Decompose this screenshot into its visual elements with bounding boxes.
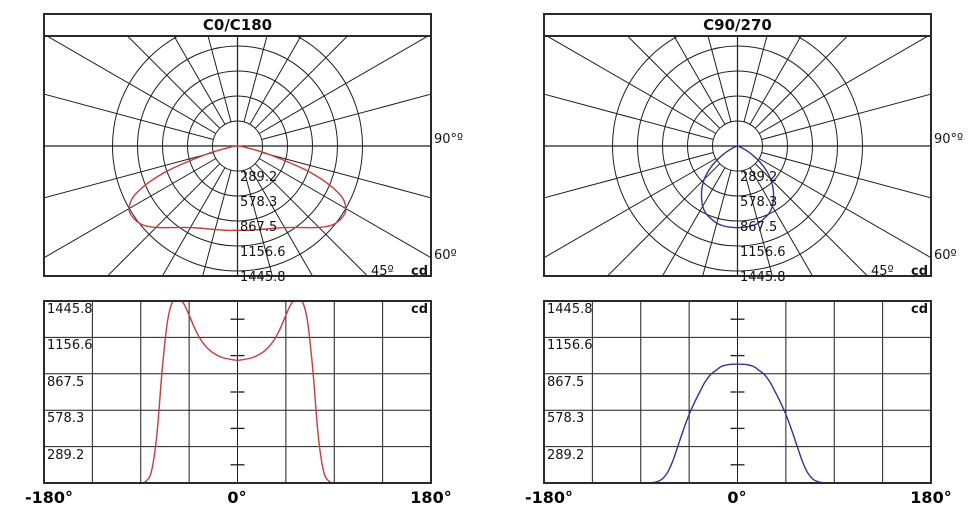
angle-45-label: 45º — [871, 264, 894, 279]
ring-label: 578.3 — [740, 195, 778, 210]
y-axis-label: 1156.6 — [47, 338, 93, 353]
polar-chart-c90-c270: C90/270 289.2 578.3 867.5 1156.6 1445.8 … — [543, 13, 963, 284]
y-axis-label: 289.2 — [47, 448, 85, 463]
ring-label: 1445.8 — [240, 270, 286, 285]
chart-title: C90/270 — [703, 16, 772, 34]
x-axis-label: -180° — [24, 488, 74, 507]
x-axis-label: -180° — [524, 488, 574, 507]
ring-label: 867.5 — [240, 220, 278, 235]
ring-label: 867.5 — [740, 220, 778, 235]
y-axis-label: 1156.6 — [547, 338, 593, 353]
x-axis-label: 0° — [227, 488, 247, 507]
y-axis-label: 578.3 — [47, 411, 85, 426]
x-axis-label: 180° — [910, 488, 952, 507]
unit-label: cd — [410, 264, 428, 279]
angle-45-label: 45º — [371, 264, 394, 279]
ring-label: 289.2 — [740, 170, 778, 185]
cartesian-chart-c0-c180: 1445.8 1156.6 867.5 578.3 289.2 cd -180°… — [25, 300, 452, 506]
y-axis-label: 578.3 — [547, 411, 585, 426]
y-axis-label: 867.5 — [47, 375, 85, 390]
y-axis-label: 867.5 — [547, 375, 585, 390]
x-axis-label: 180° — [410, 488, 452, 507]
cartesian-plot-svg — [543, 300, 932, 484]
unit-label: cd — [910, 264, 928, 279]
chart-title: C0/C180 — [202, 16, 273, 34]
y-axis-label: 289.2 — [547, 448, 585, 463]
angle-90-label: 90°º — [934, 132, 964, 147]
ring-label: 289.2 — [240, 170, 278, 185]
angle-60-label: 60º — [934, 248, 957, 263]
cartesian-plot-svg — [43, 300, 432, 484]
x-axis-label: 0° — [727, 488, 747, 507]
polar-plot-svg — [543, 13, 932, 277]
ring-label: 1156.6 — [740, 245, 786, 260]
polar-plot-svg — [43, 13, 432, 277]
polar-chart-c0-c180: C0/C180 289.2 578.3 867.5 1156.6 1445.8 … — [43, 13, 463, 284]
ring-label: 578.3 — [240, 195, 278, 210]
ring-label: 1156.6 — [240, 245, 286, 260]
y-axis-label: 1445.8 — [547, 302, 593, 317]
unit-label: cd — [910, 302, 928, 317]
angle-90-label: 90°º — [434, 132, 464, 147]
ring-label: 1445.8 — [740, 270, 786, 285]
angle-60-label: 60º — [434, 248, 457, 263]
y-axis-label: 1445.8 — [47, 302, 93, 317]
cartesian-chart-c90-c270: 1445.8 1156.6 867.5 578.3 289.2 cd -180°… — [525, 300, 952, 506]
unit-label: cd — [410, 302, 428, 317]
